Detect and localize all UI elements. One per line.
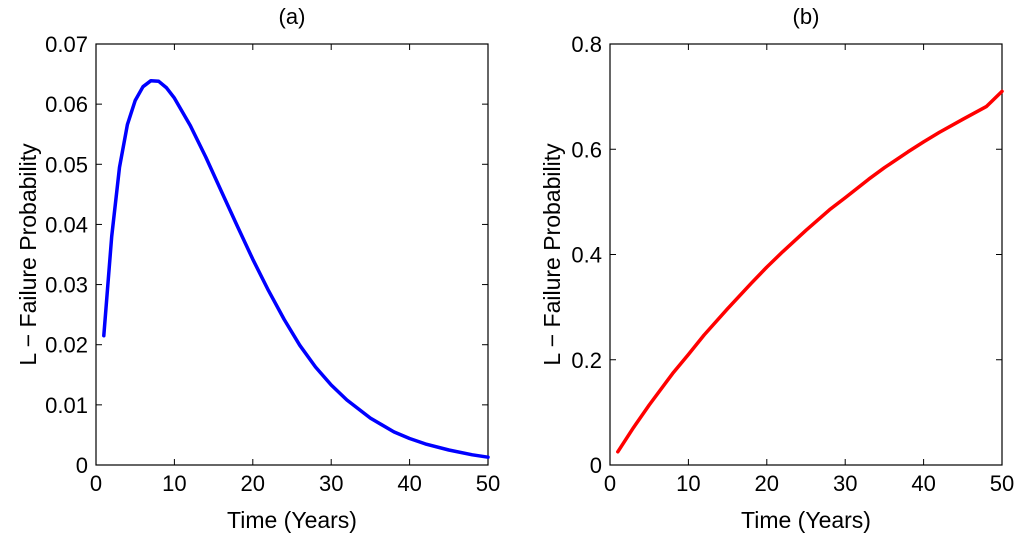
plot-frame	[95, 43, 489, 466]
y-tick-label: 0.05	[45, 152, 88, 177]
y-tick-label: 0.8	[571, 32, 602, 57]
x-tick-label: 30	[833, 471, 857, 496]
y-tick-label: 0.4	[571, 243, 602, 268]
y-tick-label: 0	[590, 453, 602, 478]
x-tick-label: 30	[319, 471, 343, 496]
y-axis-title: L − Failure Probability	[539, 143, 565, 366]
plot-frame	[609, 43, 1003, 466]
panel-title: (a)	[279, 4, 306, 29]
series-line	[616, 89, 1004, 454]
panel-title: (b)	[793, 4, 820, 29]
x-tick-label: 0	[604, 471, 616, 496]
y-tick-label: 0.02	[45, 333, 88, 358]
series-line	[102, 78, 490, 459]
y-tick-label: 0.6	[571, 137, 602, 162]
x-tick-label: 0	[90, 471, 102, 496]
x-tick-label: 40	[397, 471, 421, 496]
y-axis-title: L − Failure Probability	[15, 143, 41, 366]
y-tick-label: 0.04	[45, 212, 88, 237]
x-tick-label: 40	[911, 471, 935, 496]
y-tick-label: 0.07	[45, 32, 88, 57]
x-axis-title: Time (Years)	[227, 507, 357, 533]
panel-b: 0 10 20 30 40 50 0 0.2 0.4 0.6 0.8 (b) Time (Years) L…	[539, 4, 1014, 533]
x-axis-title: Time (Years)	[741, 507, 871, 533]
y-tick-label: 0.06	[45, 92, 88, 117]
x-tick-label: 20	[241, 471, 265, 496]
y-tick-label: 0.01	[45, 393, 88, 418]
x-tick-label: 50	[476, 471, 500, 496]
x-tick-label: 10	[162, 471, 186, 496]
x-tick-label: 10	[676, 471, 700, 496]
x-tick-label: 50	[990, 471, 1014, 496]
y-tick-label: 0.03	[45, 273, 88, 298]
y-tick-label: 0	[76, 453, 88, 478]
y-tick-label: 0.2	[571, 348, 602, 373]
x-tick-label: 20	[755, 471, 779, 496]
panel-a: 0 10 20 30 40 50 0 0.01 0.02 0.03 0.04 0.05 0.06 0.07…	[15, 4, 500, 533]
